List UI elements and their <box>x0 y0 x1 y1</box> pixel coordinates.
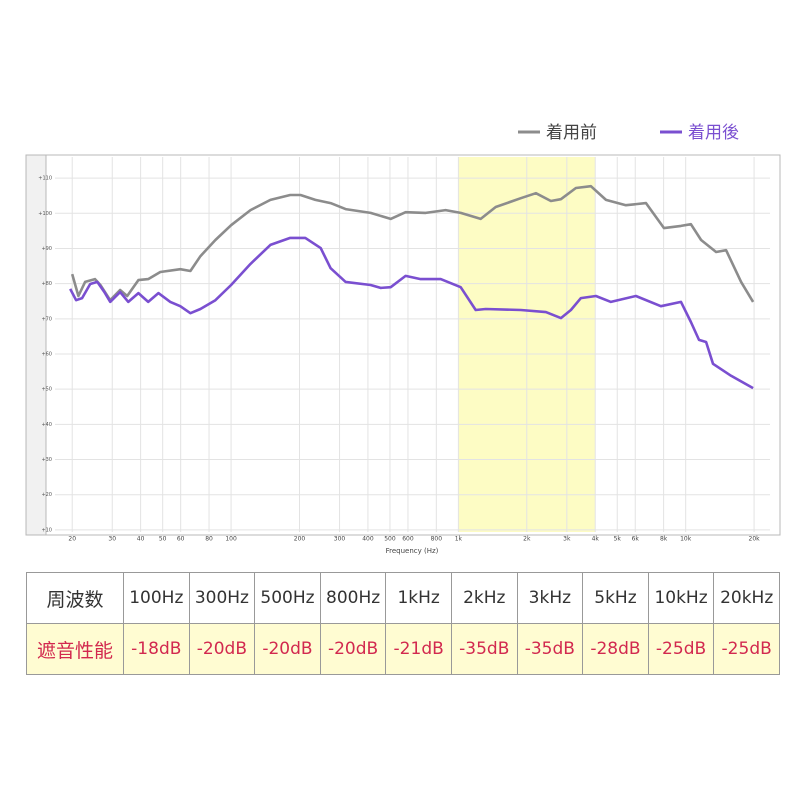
x-tick-label: 600 <box>402 536 414 543</box>
legend-label: 着用前 <box>546 123 597 143</box>
table-cell: 5kHz <box>582 572 649 624</box>
y-tick-label: +10 <box>41 527 52 533</box>
x-tick-label: 40 <box>137 536 145 543</box>
chart: Frequency (Hz) +10 +20 +30 +40 +50 +60 +70 +80 +… <box>25 123 781 555</box>
x-tick-label: 300 <box>334 536 346 543</box>
y-tick-label: +40 <box>41 422 52 428</box>
x-tick-label: 20 <box>68 536 76 543</box>
table-cell: 3kHz <box>516 572 584 624</box>
y-tick-label: +80 <box>41 281 52 287</box>
table-cell: -21dB <box>385 623 452 675</box>
y-tick-label: +60 <box>41 351 52 357</box>
table-cell: -35dB <box>450 623 518 675</box>
table: 周波数 100Hz 300Hz 500Hz 800Hz 1kHz 2kHz 3kHz 5kHz 1… <box>26 572 780 675</box>
table-cell: -28dB <box>582 623 649 675</box>
table-row: 周波数 100Hz 300Hz 500Hz 800Hz 1kHz 2kHz 3kHz 5kHz 1… <box>26 572 780 624</box>
y-tick-label: +30 <box>41 457 52 463</box>
x-tick-label: 50 <box>159 536 167 543</box>
table-cell: -35dB <box>516 623 584 675</box>
table-cell: 300Hz <box>188 572 256 624</box>
table-cell: 800Hz <box>319 572 387 624</box>
y-tick-label: +90 <box>41 246 52 252</box>
table-cell: -25dB <box>713 623 780 675</box>
x-tick-label: 30 <box>108 536 116 543</box>
x-tick-label: 4k <box>592 536 600 543</box>
y-tick-label: +70 <box>41 316 52 322</box>
row-header: 周波数 <box>26 572 124 624</box>
table-cell: 20kHz <box>713 572 780 624</box>
x-tick-label: 3k <box>563 536 571 543</box>
table-cell: -18dB <box>123 623 190 675</box>
series-line <box>70 184 755 303</box>
series-line <box>69 236 754 390</box>
legend-label: 着用後 <box>688 123 739 143</box>
table-cell: 100Hz <box>123 572 190 624</box>
x-tick-label: 20k <box>749 536 761 543</box>
x-tick-label: 500 <box>384 536 396 543</box>
table-cell: -20dB <box>254 623 321 675</box>
table-cell: 500Hz <box>254 572 321 624</box>
x-tick-label: 5k <box>614 536 622 543</box>
y-tick-label: +50 <box>41 387 52 393</box>
y-tick-label: +20 <box>41 492 52 498</box>
table-cell: 1kHz <box>385 572 452 624</box>
x-tick-label: 400 <box>362 536 374 543</box>
y-tick-label: +110 <box>38 176 52 182</box>
x-tick-label: 2k <box>523 536 531 543</box>
row-header: 遮音性能 <box>26 623 124 675</box>
x-tick-label: 1k <box>455 536 463 543</box>
y-tick-label: +100 <box>38 211 52 217</box>
axis-strip <box>25 154 47 536</box>
x-tick-label: 80 <box>205 536 213 543</box>
x-tick-label: 100 <box>225 536 237 543</box>
x-tick-label: 800 <box>431 536 443 543</box>
table-cell: -25dB <box>647 623 715 675</box>
x-tick-label: 200 <box>294 536 306 543</box>
table-cell: 10kHz <box>647 572 715 624</box>
x-tick-label: 10k <box>680 536 692 543</box>
x-tick-label: 8k <box>660 536 668 543</box>
table-row: 遮音性能 -18dB -20dB -20dB -20dB -21dB -35dB -35dB -… <box>26 623 780 675</box>
x-tick-label: 6k <box>632 536 640 543</box>
x-tick-label: 60 <box>177 536 185 543</box>
x-axis-label: Frequency (Hz) <box>386 547 439 555</box>
table-cell: -20dB <box>188 623 256 675</box>
chart-frame <box>25 154 781 536</box>
table-cell: 2kHz <box>450 572 518 624</box>
table-cell: -20dB <box>319 623 387 675</box>
